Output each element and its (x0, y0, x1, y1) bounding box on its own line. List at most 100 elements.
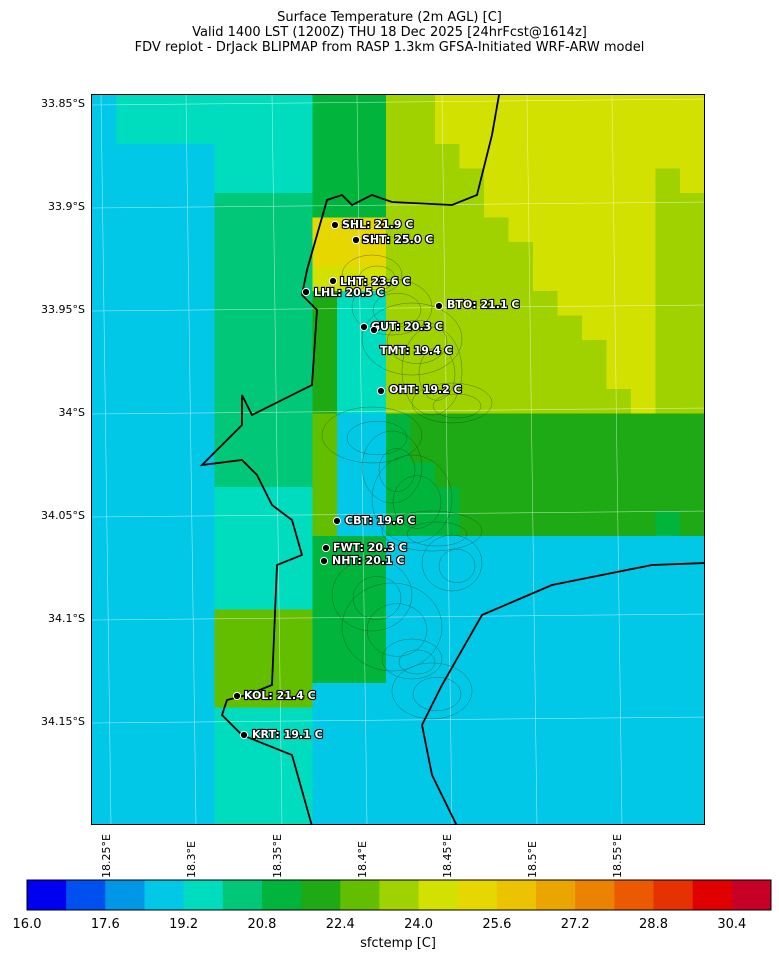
temperature-cell (141, 805, 167, 824)
temperature-cell (533, 805, 559, 824)
temperature-cell (116, 168, 142, 194)
temperature-cell (190, 242, 216, 268)
temperature-cell (680, 144, 704, 170)
lat-tick-label: 34.1°S (48, 612, 85, 625)
temperature-cell (533, 438, 559, 464)
temperature-cell (361, 95, 387, 121)
temperature-cell (165, 487, 191, 513)
temperature-cell (484, 634, 510, 660)
temperature-cell (606, 732, 632, 758)
temperature-cell (239, 95, 265, 121)
temperature-cell (508, 756, 534, 782)
temperature-cell (631, 438, 657, 464)
temperature-cell (410, 413, 436, 439)
colorbar-swatch (379, 880, 420, 910)
temperature-cell (410, 781, 436, 807)
temperature-cell (459, 266, 485, 292)
temperature-cell (361, 683, 387, 709)
temperature-cell (582, 658, 608, 684)
temperature-cell (557, 487, 583, 513)
station-marker-bto: BTO: 21.1 C (434, 297, 521, 312)
station-label: GUT: 20.3 C (371, 320, 443, 333)
temperature-cell (214, 756, 240, 782)
temperature-cell (190, 732, 216, 758)
temperature-cell (263, 707, 289, 733)
temperature-cell (288, 732, 314, 758)
temperature-cell (680, 389, 704, 415)
temperature-cell (655, 732, 681, 758)
temperature-cell (165, 389, 191, 415)
temperature-cell (705, 218, 706, 243)
temperature-cell (141, 609, 167, 635)
temperature-cell (508, 462, 534, 488)
colorbar-swatch (457, 880, 498, 910)
temperature-cell (533, 193, 559, 219)
temperature-cell (680, 609, 704, 635)
terrain-contours (321, 254, 493, 720)
temperature-cell (141, 291, 167, 317)
station-label: KRT: 19.1 C (252, 728, 323, 741)
temperature-cell (582, 144, 608, 170)
temperature-cell (705, 365, 706, 390)
temperature-cell (92, 756, 118, 782)
temperature-cell (606, 438, 632, 464)
temperature-cell (680, 119, 704, 145)
temperature-cell (680, 364, 704, 390)
temperature-cell (214, 315, 240, 341)
temperature-cell (386, 193, 412, 219)
temperature-cell (435, 683, 461, 709)
temperature-cell (288, 144, 314, 170)
temperature-cell (557, 658, 583, 684)
temperature-cell (680, 707, 704, 733)
temperature-cell (141, 511, 167, 537)
temperature-cell (239, 242, 265, 268)
temperature-cell (165, 536, 191, 562)
temperature-cell (312, 144, 338, 170)
colorbar-swatch (105, 880, 145, 910)
temperature-cell (165, 95, 191, 121)
temperature-cell (214, 609, 240, 635)
temperature-cell (165, 144, 191, 170)
temperature-cell (705, 585, 706, 610)
temperature-cell (239, 781, 265, 807)
temperature-cell (533, 413, 559, 439)
temperature-cell (312, 707, 338, 733)
temperature-cell (435, 364, 461, 390)
temperature-cell (165, 364, 191, 390)
temperature-cell (141, 536, 167, 562)
temperature-cell (214, 168, 240, 194)
temperature-cell (337, 732, 363, 758)
temperature-cell (116, 95, 142, 121)
temperature-cell (435, 438, 461, 464)
temperature-cell (337, 144, 363, 170)
temperature-cell (655, 536, 681, 562)
temperature-cell (606, 756, 632, 782)
temperature-cell (533, 95, 559, 121)
temperature-cell (361, 732, 387, 758)
temperature-cell (337, 536, 363, 562)
temperature-cell (484, 585, 510, 611)
temperature-cell (337, 315, 363, 341)
temperature-cell (705, 781, 706, 806)
temperature-cell (631, 609, 657, 635)
temperature-cell (92, 707, 118, 733)
temperature-cell (165, 217, 191, 243)
temperature-cell (337, 119, 363, 145)
temperature-cell (190, 560, 216, 586)
temperature-cell (239, 487, 265, 513)
temperature-cell (459, 413, 485, 439)
temperature-cell (606, 805, 632, 824)
chart-subtitle-valid-time: Valid 1400 LST (1200Z) THU 18 Dec 2025 [… (192, 25, 587, 40)
temperature-cell (92, 119, 118, 145)
lon-tick-label: 18.3°E (185, 841, 198, 878)
temperature-cell (705, 169, 706, 194)
temperature-cell (484, 291, 510, 317)
temperature-cell (655, 95, 681, 121)
lon-tick-label: 18.35°E (271, 834, 284, 878)
temperature-cell (655, 193, 681, 219)
temperature-cell (484, 511, 510, 537)
temperature-cell (631, 487, 657, 513)
temperature-cell (484, 609, 510, 635)
colorbar-tick-label: 16.0 (12, 917, 42, 932)
temperature-cell (214, 144, 240, 170)
